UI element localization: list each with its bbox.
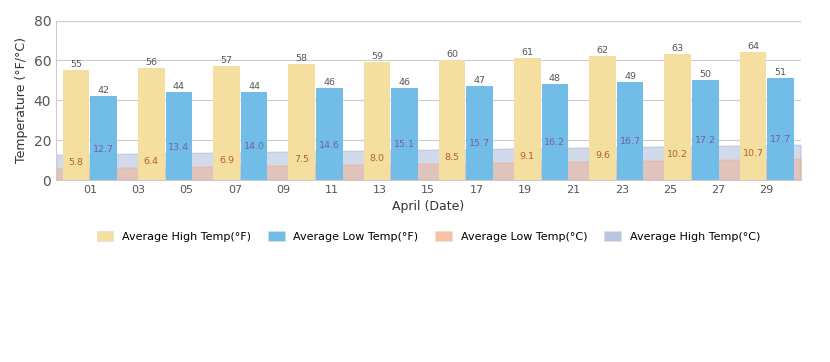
Text: 44: 44 (248, 82, 260, 91)
Text: 6.4: 6.4 (144, 157, 159, 166)
Text: 56: 56 (145, 58, 158, 67)
Text: 10.2: 10.2 (667, 150, 688, 159)
Bar (213, 66, 240, 180)
Text: 63: 63 (671, 44, 684, 53)
Text: 12.7: 12.7 (93, 144, 115, 153)
Text: 64: 64 (747, 42, 759, 51)
Text: 8.0: 8.0 (369, 154, 384, 163)
Text: 42: 42 (98, 86, 110, 95)
Text: 46: 46 (323, 78, 335, 87)
Bar (316, 88, 343, 180)
Text: 51: 51 (774, 68, 787, 77)
Text: 5.8: 5.8 (69, 158, 84, 167)
Y-axis label: Temperature (°F/°C): Temperature (°F/°C) (15, 37, 28, 163)
Text: 16.2: 16.2 (544, 138, 565, 147)
Text: 48: 48 (549, 74, 561, 83)
Bar (542, 84, 569, 180)
Bar (589, 56, 616, 180)
Bar (466, 86, 493, 180)
Bar (63, 70, 90, 180)
Text: 17.2: 17.2 (695, 135, 715, 144)
Bar (692, 80, 719, 180)
Text: 57: 57 (221, 56, 232, 65)
Text: 7.5: 7.5 (294, 155, 310, 164)
Bar (740, 52, 766, 180)
Text: 16.7: 16.7 (620, 136, 641, 146)
Bar (391, 88, 417, 180)
Bar (165, 92, 193, 180)
Bar (514, 58, 540, 180)
Bar (364, 62, 390, 180)
Bar (138, 68, 164, 180)
Bar (617, 82, 643, 180)
Text: 55: 55 (70, 60, 82, 69)
Bar (241, 92, 267, 180)
Text: 6.9: 6.9 (219, 156, 234, 165)
Bar (767, 78, 793, 180)
Bar (288, 64, 315, 180)
Text: 61: 61 (521, 48, 534, 57)
Bar (439, 60, 466, 180)
Text: 60: 60 (447, 50, 458, 59)
Legend: Average High Temp(°F), Average Low Temp(°F), Average Low Temp(°C), Average High : Average High Temp(°F), Average Low Temp(… (92, 227, 764, 246)
Text: 15.7: 15.7 (469, 139, 491, 148)
Text: 14.6: 14.6 (319, 141, 339, 150)
Text: 17.7: 17.7 (770, 135, 791, 144)
X-axis label: April (Date): April (Date) (393, 201, 465, 214)
Bar (90, 96, 117, 180)
Text: 14.0: 14.0 (243, 142, 265, 151)
Text: 62: 62 (597, 46, 608, 55)
Text: 9.1: 9.1 (520, 152, 535, 161)
Text: 50: 50 (700, 70, 711, 79)
Text: 49: 49 (624, 72, 636, 81)
Text: 8.5: 8.5 (445, 153, 460, 162)
Text: 15.1: 15.1 (394, 140, 415, 149)
Text: 59: 59 (371, 52, 383, 61)
Bar (665, 54, 691, 180)
Text: 58: 58 (295, 54, 308, 63)
Text: 10.7: 10.7 (743, 148, 764, 157)
Text: 44: 44 (173, 82, 185, 91)
Text: 46: 46 (398, 78, 411, 87)
Text: 47: 47 (474, 76, 486, 85)
Text: 9.6: 9.6 (595, 151, 610, 160)
Text: 13.4: 13.4 (168, 143, 189, 152)
